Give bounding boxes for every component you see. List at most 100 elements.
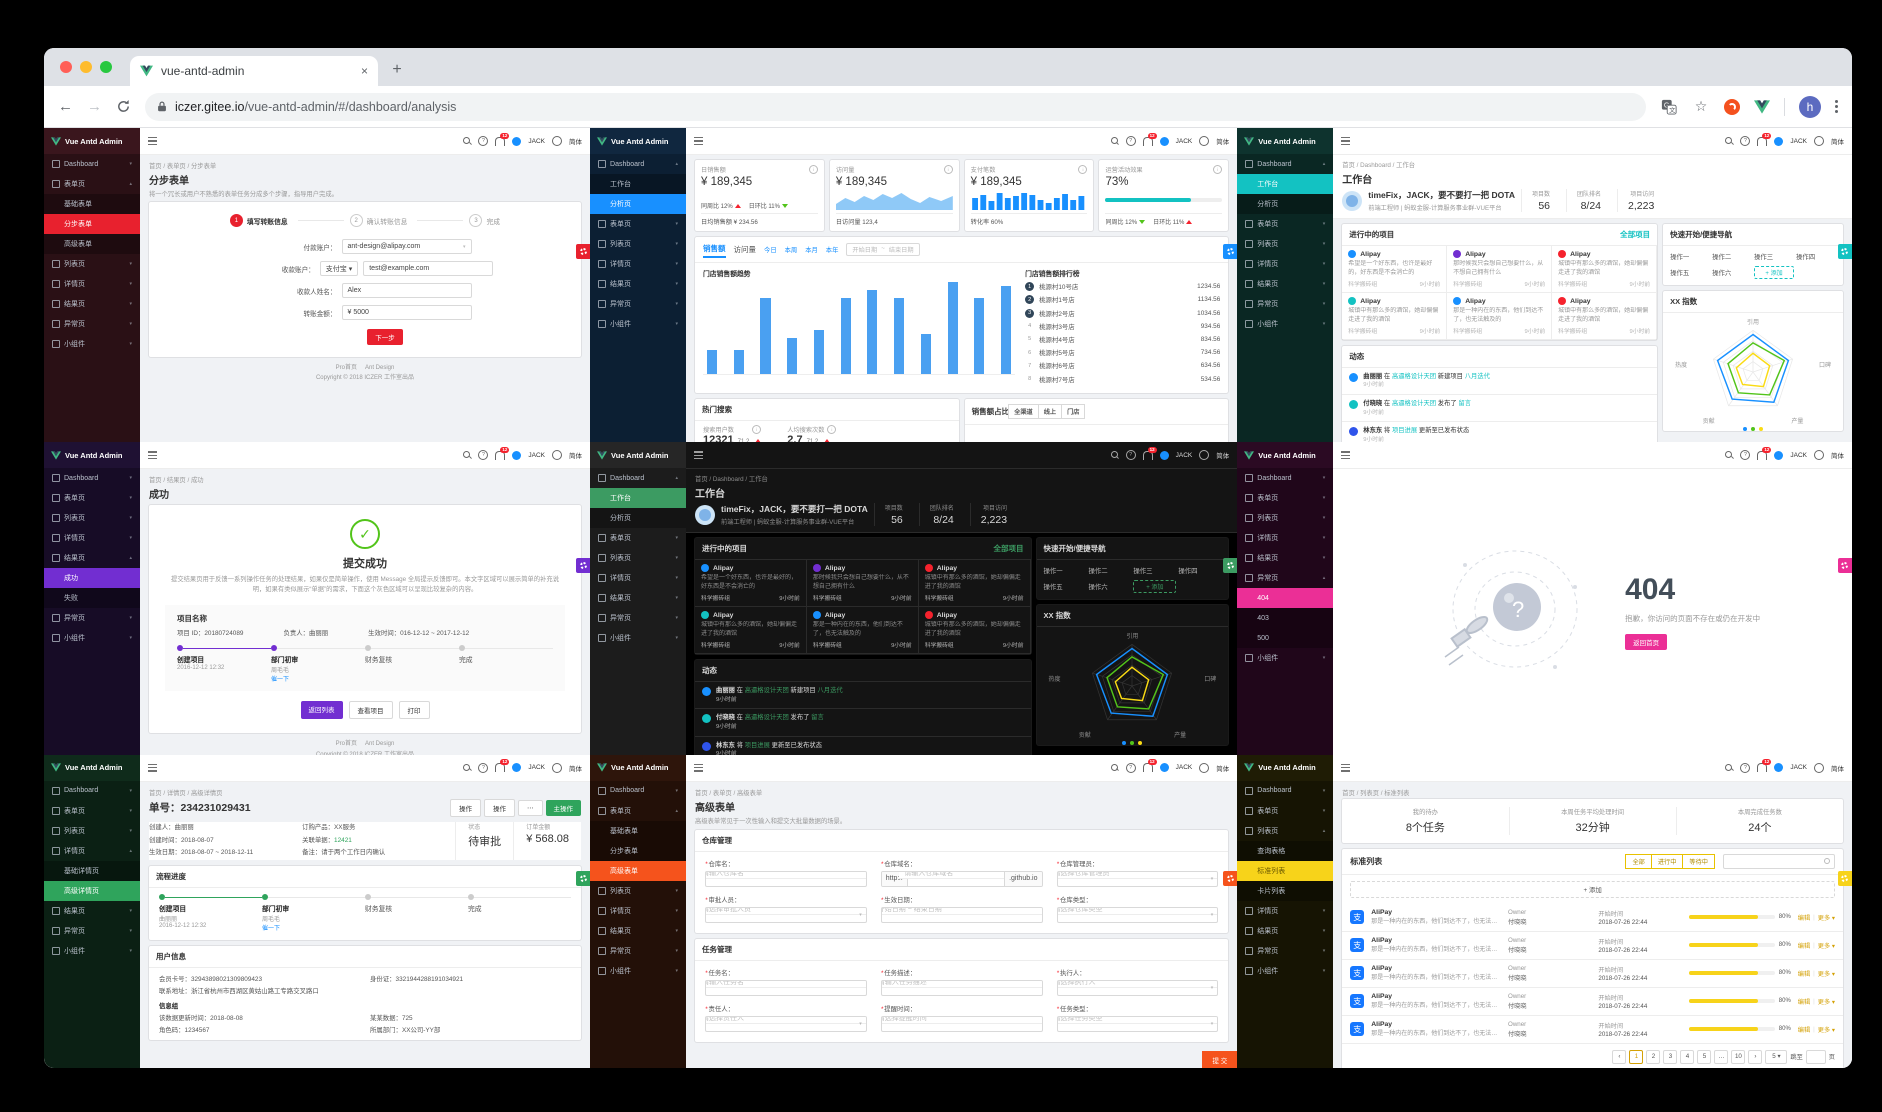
project-tile[interactable]: Alipay 那时候我只会想自己想要什么，从不想自己拥有什么 科学搬砖组 9小时前 — [1447, 246, 1553, 293]
sidebar-item[interactable]: 403 — [1237, 608, 1334, 629]
edit-link[interactable]: 编辑 — [1797, 942, 1811, 950]
notification-bell-icon[interactable]: 12 — [495, 759, 510, 773]
sidebar-item[interactable]: 结果页 ▴ — [44, 548, 140, 568]
preview-404[interactable]: Vue Antd Admin Dashboard ▾ 表单页 ▾ 列表页 ▾ 详情页 ▾ 结果页… — [1237, 442, 1852, 755]
feed-link[interactable]: 八月迭代 — [817, 687, 843, 695]
sidebar-item[interactable]: Dashboard ▾ — [590, 781, 686, 801]
sidebar-item[interactable]: 结果页 ▾ — [590, 921, 686, 941]
list-search-input[interactable] — [1722, 853, 1835, 869]
sidebar-item[interactable]: 详情页 ▾ — [1237, 528, 1333, 548]
sidebar-item[interactable]: 分步表单 — [44, 214, 140, 234]
sidebar-item[interactable]: 结果页 ▾ — [1237, 548, 1333, 568]
quick-op-link[interactable]: 操作三 — [1754, 254, 1774, 261]
bar[interactable] — [974, 297, 985, 374]
edit-link[interactable]: 编辑 — [1797, 998, 1811, 1006]
list-filter-button[interactable]: 等待中 — [1682, 853, 1715, 869]
edit-link[interactable]: 编辑 — [1797, 970, 1811, 978]
sidebar-item[interactable]: Dashboard ▴ — [1237, 154, 1333, 174]
form-input[interactable]: 请选择提醒时间 — [880, 1015, 1043, 1032]
search-icon[interactable] — [1725, 451, 1733, 459]
project-tile[interactable]: Alipay 城镇中有那么多的酒馆，她却偏偏走进了我的酒馆 科学搬砖组 9小时前 — [918, 560, 1031, 608]
language-icon[interactable] — [1199, 136, 1210, 146]
project-tile[interactable]: Alipay 城镇中有那么多的酒馆，她却偏偏走进了我的酒馆 科学搬砖组 9小时前 — [695, 607, 807, 655]
more-actions-button[interactable]: ⋯ — [518, 799, 543, 816]
sidebar-item[interactable]: Dashboard ▴ — [590, 468, 686, 488]
sidebar-item[interactable]: 详情页 ▾ — [1237, 254, 1333, 274]
sidebar-item[interactable]: 表单页 ▴ — [44, 174, 140, 194]
preview-workspace-dark[interactable]: Vue Antd Admin Dashboard ▴ 工作台 分析页 表单页 ▾ 列表页 ▾ 详… — [590, 442, 1238, 755]
add-item-button[interactable]: + 添加 — [1350, 880, 1835, 898]
help-icon[interactable] — [478, 450, 489, 461]
form-input[interactable]: Alex — [341, 283, 472, 298]
primary-action-button[interactable]: 主操作 — [545, 799, 582, 816]
sidebar-item[interactable]: 卡片列表 — [1237, 880, 1334, 901]
bar[interactable] — [840, 297, 851, 374]
date-range-picker[interactable]: 开始日期 ~ 结束日期 — [846, 243, 920, 256]
all-projects-link[interactable]: 全部项目 — [993, 544, 1024, 554]
theme-setting-button[interactable] — [1223, 557, 1238, 573]
sidebar-item[interactable]: Dashboard ▾ — [1237, 781, 1333, 801]
form-input[interactable]: 请输入仓库名 — [705, 870, 867, 887]
channel-filter-button[interactable]: 门店 — [1061, 403, 1086, 419]
sidebar-item[interactable]: 分析页 — [590, 194, 687, 214]
help-icon[interactable] — [1740, 450, 1751, 461]
preview-step-form[interactable]: Vue Antd Admin Dashboard ▾ 表单页 ▴ 基础表单 分步表单 高级表… — [44, 128, 591, 443]
user-avatar[interactable] — [512, 450, 522, 460]
feed-link[interactable]: 项目进展 — [744, 741, 770, 749]
bar[interactable] — [733, 350, 744, 374]
project-tile[interactable]: Alipay 那是一种内在的东西，他们到达不了，也无法触及的 科学搬砖组 9小时前 — [1447, 293, 1553, 340]
browser-menu-icon[interactable] — [1835, 100, 1838, 113]
account-type-select[interactable]: 支付宝 ▾ — [319, 261, 359, 276]
quick-op-link[interactable]: 操作二 — [1088, 568, 1108, 576]
footer-link-antd[interactable]: Ant Design — [365, 741, 395, 748]
sidebar-item[interactable]: Dashboard ▾ — [44, 154, 140, 174]
form-input[interactable]: 请输入任务描述 — [880, 979, 1043, 996]
submit-button[interactable]: 提 交 — [1202, 1050, 1238, 1068]
back-button[interactable]: ← — [58, 98, 73, 115]
help-icon[interactable] — [478, 136, 489, 146]
all-projects-link[interactable]: 全部项目 — [1620, 230, 1651, 239]
reload-button[interactable] — [116, 99, 131, 114]
preview-workspace-light[interactable]: Vue Antd Admin Dashboard ▴ 工作台 分析页 表单页 ▾ 列表页 ▾ 详… — [1237, 128, 1852, 443]
form-input[interactable]: 开始日期 ~ 结束日期 — [880, 906, 1043, 923]
sidebar-item[interactable]: 详情页 ▾ — [590, 568, 686, 588]
sidebar-item[interactable]: 列表页 ▾ — [590, 881, 686, 901]
sidebar-item[interactable]: Dashboard ▴ — [590, 154, 686, 174]
user-avatar[interactable] — [1159, 763, 1169, 773]
list-filter-button[interactable]: 全部 — [1625, 853, 1652, 869]
user-avatar[interactable] — [1774, 450, 1784, 460]
sidebar-item[interactable]: 404 — [1237, 588, 1334, 609]
user-avatar[interactable] — [1774, 763, 1784, 773]
browser-tab[interactable]: vue-antd-admin × — [130, 56, 378, 86]
sidebar-item[interactable]: 列表页 ▾ — [44, 254, 140, 274]
collapse-icon[interactable] — [1341, 763, 1351, 772]
page-button[interactable]: ‹ — [1612, 1049, 1627, 1064]
info-icon[interactable] — [827, 424, 837, 434]
sidebar-item[interactable]: 基础表单 — [590, 820, 687, 841]
project-tile[interactable]: Alipay 城镇中有那么多的酒馆，她却偏偏走进了我的酒馆 科学搬砖组 9小时前 — [918, 607, 1031, 655]
language-icon[interactable] — [1199, 450, 1210, 461]
info-icon[interactable] — [943, 165, 953, 174]
quick-op-link[interactable]: 操作二 — [1712, 254, 1732, 261]
page-button[interactable]: 10 — [1731, 1049, 1746, 1064]
bookmark-star-icon[interactable]: ☆ — [1694, 98, 1708, 114]
preview-standard-list[interactable]: Vue Antd Admin Dashboard ▾ 表单页 ▾ 列表页 ▴ 查询表格 标准列… — [1237, 754, 1852, 1068]
preview-advanced-detail[interactable]: Vue Antd Admin Dashboard ▾ 表单页 ▾ 列表页 ▾ 详情页 ▴ 基础详… — [44, 754, 591, 1068]
sidebar-item[interactable]: 标准列表 — [1237, 860, 1334, 881]
sidebar-item[interactable]: 异常页 ▾ — [44, 921, 140, 941]
user-avatar[interactable] — [512, 136, 522, 146]
add-op-button[interactable]: + 添加 — [1754, 266, 1794, 279]
sidebar-item[interactable]: 异常页 ▾ — [1237, 294, 1333, 314]
collapse-icon[interactable] — [1341, 451, 1351, 460]
theme-setting-button[interactable] — [576, 244, 591, 260]
collapse-icon[interactable] — [694, 451, 704, 460]
sidebar-item[interactable]: 详情页 ▾ — [590, 901, 686, 921]
language-label[interactable]: 简体 — [1830, 139, 1844, 146]
vue-devtools-icon[interactable] — [1754, 99, 1770, 114]
language-icon[interactable] — [1813, 136, 1824, 146]
quick-op-link[interactable]: 操作五 — [1043, 584, 1063, 592]
page-button[interactable]: › — [1748, 1049, 1763, 1064]
sidebar-item[interactable]: 结果页 ▾ — [44, 294, 140, 314]
form-input[interactable]: ant-design@alipay.com ▾ — [341, 239, 472, 254]
action-button[interactable]: 操作 — [484, 798, 516, 817]
